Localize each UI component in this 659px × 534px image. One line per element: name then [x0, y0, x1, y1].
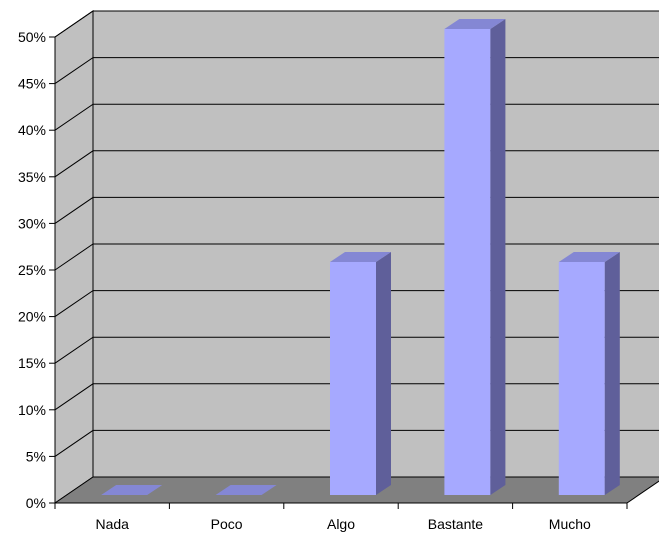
bar-top-face: [215, 485, 277, 495]
y-tick-label: 45%: [18, 76, 46, 92]
y-axis-tick-labels: 0% 5% 10% 15% 20% 25% 30% 35% 40% 45% 50%: [18, 29, 46, 511]
bar-top-face: [330, 252, 391, 262]
gridline: [54, 10, 659, 38]
bar-top-face: [444, 19, 506, 29]
bar-side-face: [376, 252, 391, 495]
bar-side-face: [604, 252, 620, 495]
bar-nada: [101, 485, 163, 495]
bar-top-face: [101, 485, 163, 495]
x-tick-label: Bastante: [428, 516, 483, 532]
bar-mucho: [558, 252, 620, 495]
x-axis-tick-labels: Nada Poco Algo Bastante Mucho: [95, 516, 591, 532]
y-tick-label: 5%: [26, 448, 46, 464]
axes: [49, 36, 628, 509]
y-tick-label: 20%: [18, 309, 46, 325]
y-tick-label: 25%: [18, 262, 46, 278]
x-tick-label: Mucho: [549, 516, 591, 532]
bar-front-face: [444, 29, 491, 495]
y-tick-label: 15%: [18, 355, 46, 371]
bars: [101, 19, 620, 495]
x-tick-label: Poco: [211, 516, 243, 532]
y-tick-label: 30%: [18, 215, 46, 231]
bar-front-face: [330, 262, 376, 495]
y-tick-label: 0%: [26, 495, 46, 511]
x-tick-label: Nada: [95, 516, 129, 532]
bar-poco: [215, 485, 277, 495]
y-tick-label: 35%: [18, 169, 46, 185]
y-tick-label: 50%: [18, 29, 46, 45]
bar-algo: [330, 252, 391, 495]
bar-bastante: [444, 19, 506, 495]
bar-side-face: [490, 19, 506, 495]
y-tick-label: 40%: [18, 122, 46, 138]
x-tick-label: Algo: [327, 516, 355, 532]
bar-top-face: [558, 252, 620, 262]
bar-front-face: [558, 262, 605, 495]
y-tick-label: 10%: [18, 402, 46, 418]
